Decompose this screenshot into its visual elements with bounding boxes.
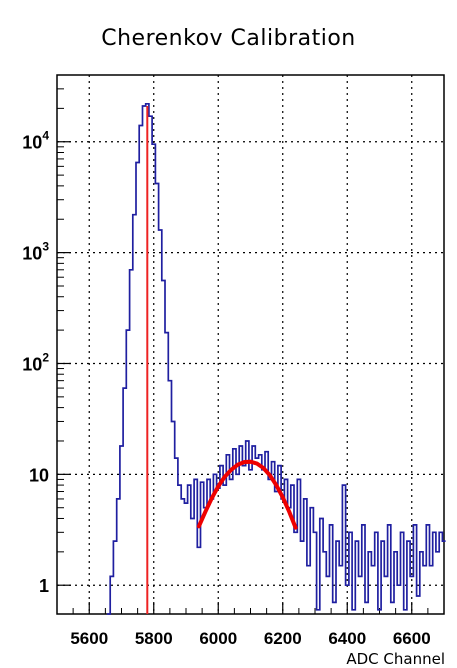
y-tick-label: 103 (22, 240, 49, 264)
y-tick-label: 1 (39, 576, 49, 596)
plot-frame (56, 74, 445, 615)
y-tick-label: 104 (22, 129, 49, 153)
x-tick-label: 5600 (70, 629, 108, 648)
fit-curve (196, 459, 298, 530)
x-axis-label: ADC Channel (346, 650, 445, 668)
axis-ticks (57, 74, 429, 614)
x-tick-label: 6400 (328, 629, 366, 648)
histogram-series (107, 102, 446, 615)
x-tick-label: 6000 (199, 629, 237, 648)
x-tick-labels: 5600 5800 6000 6200 6400 6600 (70, 629, 430, 648)
chart-title: Cherenkov Calibration (101, 26, 356, 51)
y-tick-label: 10 (29, 465, 49, 485)
y-tick-labels: 1 10 102 103 104 (22, 129, 49, 596)
y-tick-label: 102 (22, 350, 49, 374)
series-layer (107, 102, 446, 615)
x-tick-label: 5800 (135, 629, 173, 648)
x-tick-label: 6200 (264, 629, 302, 648)
grid-lines (57, 75, 444, 614)
x-tick-label: 6600 (393, 629, 431, 648)
